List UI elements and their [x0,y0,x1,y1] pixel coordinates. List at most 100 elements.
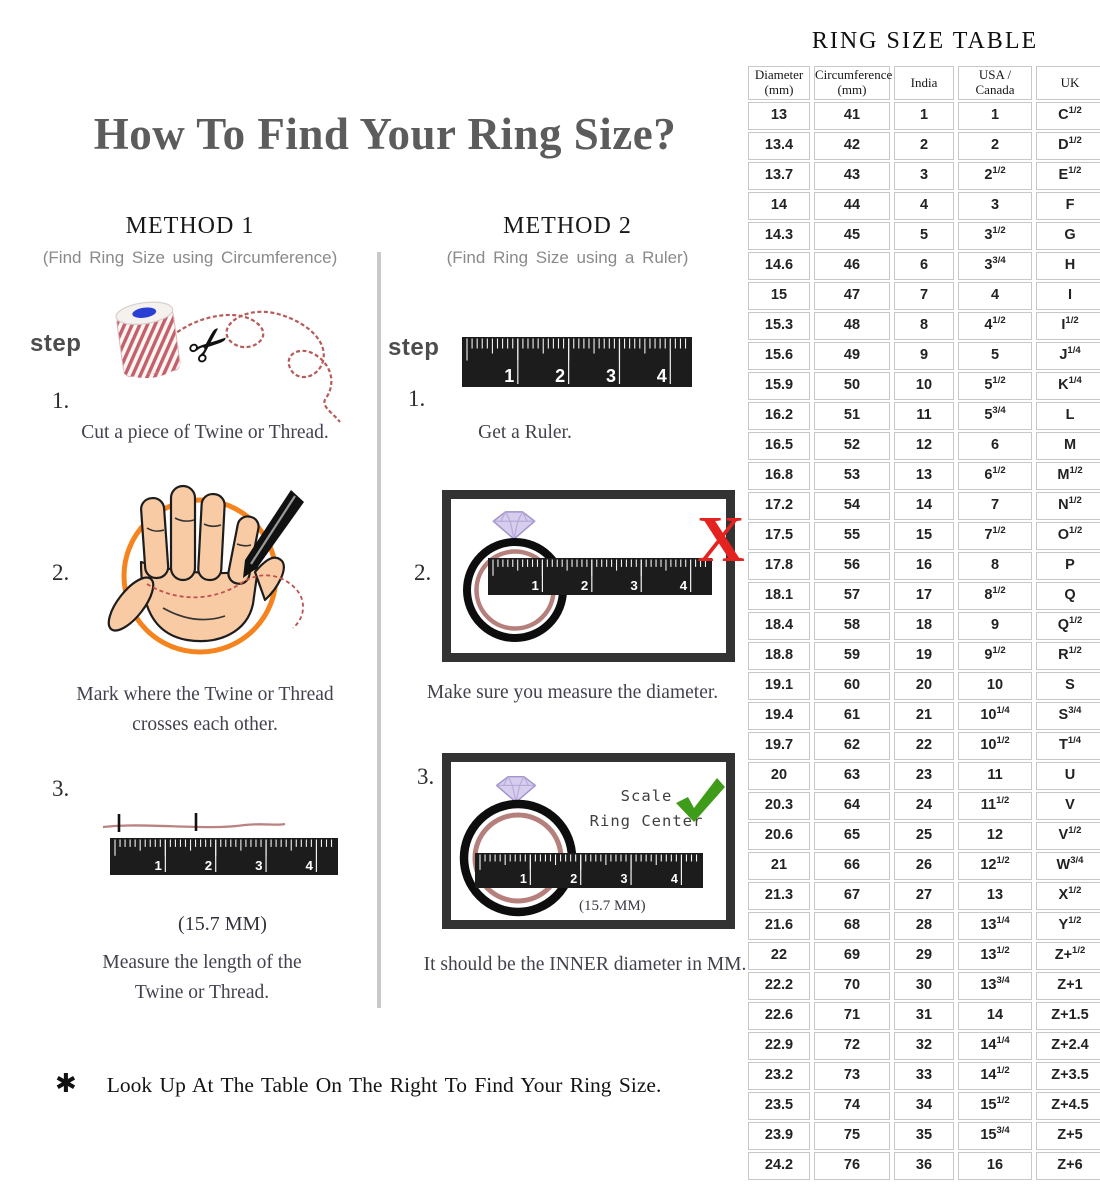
table-cell: 33/4 [958,252,1032,280]
twine-spool [115,301,181,379]
table-cell: 61/2 [958,462,1032,490]
table-row: 17.8 56 16 8 P [748,552,1100,580]
table-row: 23.9 75 35 153/4 Z+5 [748,1122,1100,1150]
table-cell: 4 [958,282,1032,310]
table-row: 21.6 68 28 131/4 Y1/2 [748,912,1100,940]
table-cell: 11 [894,402,954,430]
table-cell: Z+1 [1036,972,1100,1000]
table-cell: 5 [958,342,1032,370]
table-cell: Z+2.4 [1036,1032,1100,1060]
table-cell: I1/2 [1036,312,1100,340]
table-cell: 31 [894,1002,954,1030]
table-row: 15.6 49 9 5 J1/4 [748,342,1100,370]
table-cell: 9 [958,612,1032,640]
correct-measurement-diagram: Scale Ring Center 1 2 3 4 (15.7 MM) [442,753,735,929]
table-cell: R1/2 [1036,642,1100,670]
table-cell: 71/2 [958,522,1032,550]
table-row: 15.3 48 8 41/2 I1/2 [748,312,1100,340]
table-cell: 71 [814,1002,890,1030]
table-cell: 111/2 [958,792,1032,820]
svg-text:1: 1 [520,872,527,886]
step-number: 2. [52,560,70,585]
table-cell: 13.7 [748,162,810,190]
table-cell: 36 [894,1152,954,1180]
table-cell: 63 [814,762,890,790]
table-cell: 25 [894,822,954,850]
table-row: 16.5 52 12 6 M [748,432,1100,460]
method1-step3-caption: Measure the length of the Twine or Threa… [102,952,302,1004]
red-x-icon: X [697,503,745,576]
table-cell: 22 [894,732,954,760]
table-cell: G [1036,222,1100,250]
table-cell: 91/2 [958,642,1032,670]
table-cell: 41 [814,102,890,130]
table-cell: 131/4 [958,912,1032,940]
table-cell: 43 [814,162,890,190]
step-number: 3. [417,764,435,789]
table-cell: U [1036,762,1100,790]
table-cell: M [1036,432,1100,460]
step-number: 1. [52,388,70,413]
table-cell: 18.8 [748,642,810,670]
table-cell: 10 [958,672,1032,700]
table-cell: Y1/2 [1036,912,1100,940]
table-row: 22.2 70 30 133/4 Z+1 [748,972,1100,1000]
measured-thread-illustration [102,813,286,832]
table-cell: 50 [814,372,890,400]
ruler-illustration: 1 2 3 4 [462,337,692,387]
table-cell: 19.4 [748,702,810,730]
table-cell: 49 [814,342,890,370]
table-cell: 121/2 [958,852,1032,880]
table-cell: 68 [814,912,890,940]
table-cell: V [1036,792,1100,820]
table-cell: 3 [894,162,954,190]
table-cell: 45 [814,222,890,250]
table-row: 20.3 64 24 111/2 V [748,792,1100,820]
table-cell: 28 [894,912,954,940]
table-cell: 33 [894,1062,954,1090]
diamond-icon [492,511,536,540]
table-row: 19.4 61 21 101/4 S3/4 [748,702,1100,730]
table-row: 23.2 73 33 141/2 Z+3.5 [748,1062,1100,1090]
table-cell: 101/4 [958,702,1032,730]
table-cell: C1/2 [1036,102,1100,130]
table-cell: 53 [814,462,890,490]
step-number: 2. [414,560,432,585]
table-cell: 31/2 [958,222,1032,250]
table-cell: 153/4 [958,1122,1032,1150]
table-cell: 16.5 [748,432,810,460]
method1-step-label: step [30,330,82,357]
table-cell: 20 [894,672,954,700]
table-cell: 5 [894,222,954,250]
svg-text:3: 3 [606,366,616,386]
table-cell: 8 [894,312,954,340]
table-row: 18.8 59 19 91/2 R1/2 [748,642,1100,670]
table-cell: 133/4 [958,972,1032,1000]
table-row: 13.7 43 3 21/2 E1/2 [748,162,1100,190]
table-row: 23.5 74 34 151/2 Z+4.5 [748,1092,1100,1120]
table-row: 14 44 4 3 F [748,192,1100,220]
table-cell: 35 [894,1122,954,1150]
table-cell: 59 [814,642,890,670]
table-cell: 18 [894,612,954,640]
table-cell: 101/2 [958,732,1032,760]
table-cell: 15.6 [748,342,810,370]
table-cell: L [1036,402,1100,430]
table-cell: 74 [814,1092,890,1120]
table-cell: 22.9 [748,1032,810,1060]
table-cell: 141/4 [958,1032,1032,1060]
table-cell: Z+6 [1036,1152,1100,1180]
table-cell: 17.8 [748,552,810,580]
table-row: 20 63 23 11 U [748,762,1100,790]
table-row: 16.8 53 13 61/2 M1/2 [748,462,1100,490]
svg-text:2: 2 [555,366,565,386]
table-cell: 12 [894,432,954,460]
table-cell: 52 [814,432,890,460]
table-cell: 8 [958,552,1032,580]
table-cell: 21.3 [748,882,810,910]
method2-header: METHOD 2 (Find Ring Size using a Ruler) [400,213,735,268]
method2-title: METHOD 2 [503,213,632,239]
table-cell: 73 [814,1062,890,1090]
svg-text:1: 1 [532,578,540,593]
hand-marking-illustration [107,484,304,655]
